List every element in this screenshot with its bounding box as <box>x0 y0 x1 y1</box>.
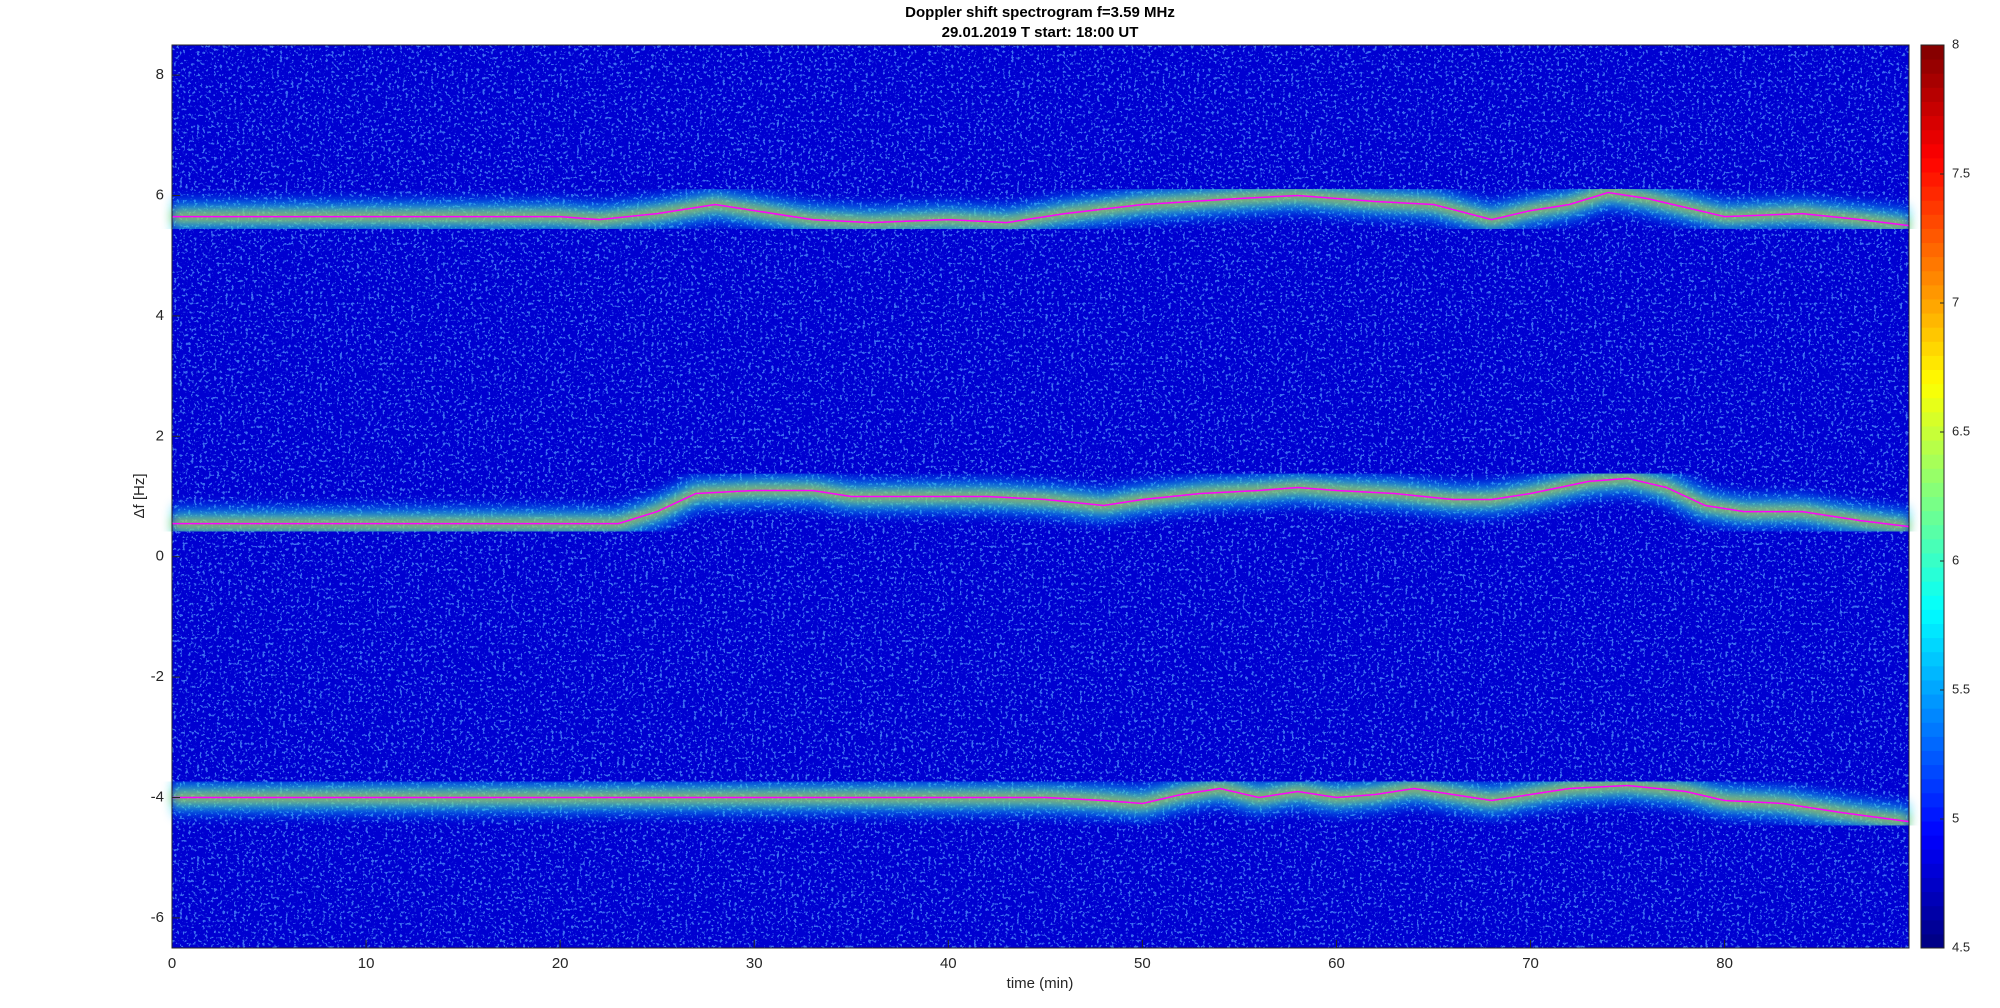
colorbar-cell <box>1921 383 1944 399</box>
colorbar-cell <box>1921 651 1944 667</box>
colorbar-cell <box>1921 397 1944 413</box>
colorbar-cell <box>1921 538 1944 554</box>
colorbar-tick-label: 7 <box>1952 294 1959 309</box>
colorbar-cell <box>1921 256 1944 272</box>
chart-subtitle: 29.01.2019 T start: 18:00 UT <box>942 24 1139 41</box>
colorbar-cell <box>1921 45 1944 60</box>
trace-line <box>172 191 1910 227</box>
colorbar-cell <box>1921 157 1944 173</box>
colorbar-cell <box>1921 637 1944 653</box>
colorbar-cell <box>1921 764 1944 780</box>
x-tick-label: 60 <box>1328 955 1345 972</box>
colorbar-cell <box>1921 665 1944 681</box>
colorbar-cell <box>1921 694 1944 709</box>
x-tick-label: 20 <box>552 955 569 972</box>
colorbar-cell <box>1921 567 1944 582</box>
y-tick-label: -2 <box>151 668 164 685</box>
colorbar-cell <box>1921 933 1944 949</box>
x-tick-label: 80 <box>1716 955 1733 972</box>
colorbar-cell <box>1921 877 1944 893</box>
x-tick-label: 70 <box>1522 955 1539 972</box>
colorbar-tick-label: 5.5 <box>1952 681 1970 696</box>
colorbar-tick-label: 5 <box>1952 810 1959 825</box>
plot-frame <box>171 44 1910 949</box>
colorbar-cell <box>1921 425 1944 441</box>
trace-line <box>172 477 1910 528</box>
colorbar-cell <box>1921 524 1944 540</box>
colorbar-cell <box>1921 270 1944 286</box>
colorbar-cell <box>1921 919 1944 935</box>
colorbar-cell <box>1921 679 1944 695</box>
colorbar-cell <box>1921 87 1944 102</box>
y-tick-label: -4 <box>151 788 164 805</box>
colorbar-cell <box>1921 101 1944 117</box>
colorbar-cell <box>1921 228 1944 244</box>
colorbar-cell <box>1921 863 1944 878</box>
trace-line <box>172 784 1910 823</box>
y-tick-label: 4 <box>156 307 164 324</box>
colorbar-cell <box>1921 778 1944 794</box>
y-tick-label: 8 <box>156 66 164 83</box>
x-tick-label: 40 <box>940 955 957 972</box>
x-axis-label: time (min) <box>1007 975 1074 992</box>
colorbar-cell <box>1921 708 1944 723</box>
colorbar-cell <box>1921 482 1944 497</box>
colorbar-cell <box>1921 905 1944 921</box>
colorbar-cell <box>1921 440 1944 455</box>
colorbar-cell <box>1921 792 1944 808</box>
colorbar-cell <box>1921 298 1944 314</box>
colorbar-cell <box>1921 623 1944 639</box>
colorbar-cell <box>1921 129 1944 145</box>
colorbar-cell <box>1921 327 1944 342</box>
colorbar-cell <box>1921 369 1944 385</box>
colorbar-cell <box>1921 214 1944 229</box>
colorbar-cell <box>1921 355 1944 371</box>
colorbar-cell <box>1921 581 1944 596</box>
colorbar-tick-label: 4.5 <box>1952 939 1970 954</box>
colorbar-cell <box>1921 849 1944 864</box>
colorbar-tick-label: 6 <box>1952 552 1959 567</box>
colorbar-cell <box>1921 496 1944 512</box>
colorbar-cell <box>1921 454 1944 469</box>
colorbar-cell <box>1921 73 1944 88</box>
colorbar-cell <box>1921 171 1944 187</box>
colorbar-cell <box>1921 284 1944 300</box>
colorbar-tick-label: 7.5 <box>1952 165 1970 180</box>
colorbar-cell <box>1921 313 1944 328</box>
colorbar-cell <box>1921 59 1944 74</box>
colorbar-cell <box>1921 242 1944 258</box>
y-axis-label: Δf [Hz] <box>131 473 148 518</box>
x-tick-label: 30 <box>746 955 763 972</box>
colorbar-cell <box>1921 143 1944 159</box>
colorbar-cell <box>1921 200 1944 215</box>
x-tick-label: 50 <box>1134 955 1151 972</box>
colorbar-cell <box>1921 510 1944 526</box>
colorbar-cell <box>1921 552 1944 568</box>
colorbar-cell <box>1921 736 1944 751</box>
colorbar-cell <box>1921 609 1944 624</box>
x-tick-label: 0 <box>168 955 176 972</box>
colorbar-cell <box>1921 595 1944 610</box>
y-tick-label: 6 <box>156 186 164 203</box>
colorbar-cell <box>1921 835 1944 850</box>
colorbar-tick-label: 6.5 <box>1952 423 1970 438</box>
colorbar-cell <box>1921 341 1944 356</box>
colorbar-cell <box>1921 806 1944 822</box>
x-tick-label: 10 <box>358 955 375 972</box>
colorbar-cell <box>1921 468 1944 483</box>
colorbar-tick-label: 8 <box>1952 36 1959 51</box>
colorbar-cell <box>1921 186 1944 201</box>
y-tick-label: -6 <box>151 909 164 926</box>
colorbar-cell <box>1921 821 1944 836</box>
chart-title: Doppler shift spectrogram f=3.59 MHz <box>905 4 1175 21</box>
colorbar-cell <box>1921 115 1944 131</box>
colorbar-cell <box>1921 411 1944 427</box>
colorbar-frame <box>1920 44 1945 949</box>
colorbar-cell <box>1921 750 1944 766</box>
colorbar-cell <box>1921 891 1944 907</box>
y-tick-label: 0 <box>156 548 164 565</box>
y-tick-label: 2 <box>156 427 164 444</box>
colorbar-cell <box>1921 722 1944 737</box>
